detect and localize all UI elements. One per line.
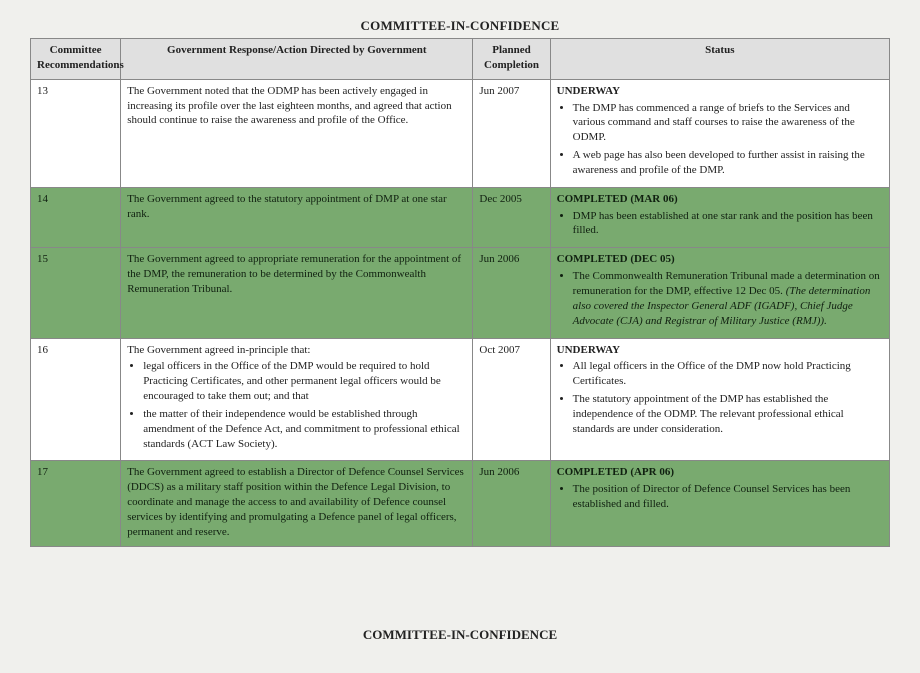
cell-status: COMPLETED (APR 06) The position of Direct… bbox=[550, 461, 889, 546]
recommendations-table: Committee Recommendations Government Res… bbox=[30, 38, 890, 547]
response-bullet: the matter of their independence would b… bbox=[143, 407, 466, 452]
cell-planned-completion: Oct 2007 bbox=[473, 338, 550, 461]
cell-recommendation-number: 15 bbox=[31, 248, 121, 338]
status-heading: COMPLETED (MAR 06) bbox=[557, 192, 883, 207]
status-bullet: A web page has also been developed to fu… bbox=[573, 148, 883, 178]
status-heading: UNDERWAY bbox=[557, 343, 883, 358]
status-bullet: The Commonwealth Remuneration Tribunal m… bbox=[573, 269, 883, 328]
col-header-planned: Planned Completion bbox=[473, 39, 550, 80]
cell-status: COMPLETED (DEC 05) The Commonwealth Remun… bbox=[550, 248, 889, 338]
cell-status: UNDERWAY The DMP has commenced a range of… bbox=[550, 79, 889, 187]
cell-status: COMPLETED (MAR 06) DMP has been establish… bbox=[550, 187, 889, 248]
cell-planned-completion: Jun 2006 bbox=[473, 248, 550, 338]
cell-recommendation-number: 14 bbox=[31, 187, 121, 248]
status-heading: COMPLETED (APR 06) bbox=[557, 465, 883, 480]
cell-response: The Government agreed in-principle that:… bbox=[121, 338, 473, 461]
status-bullet: The position of Director of Defence Coun… bbox=[573, 482, 883, 512]
table-row: 17The Government agreed to establish a D… bbox=[31, 461, 890, 546]
cell-response: The Government agreed to the statutory a… bbox=[121, 187, 473, 248]
cell-planned-completion: Jun 2006 bbox=[473, 461, 550, 546]
col-header-recommendations: Committee Recommendations bbox=[31, 39, 121, 80]
status-bullet: DMP has been established at one star ran… bbox=[573, 209, 883, 239]
status-bullet: The DMP has commenced a range of briefs … bbox=[573, 101, 883, 146]
cell-recommendation-number: 13 bbox=[31, 79, 121, 187]
cell-recommendation-number: 17 bbox=[31, 461, 121, 546]
cell-response: The Government noted that the ODMP has b… bbox=[121, 79, 473, 187]
table-row: 16The Government agreed in-principle tha… bbox=[31, 338, 890, 461]
col-header-response: Government Response/Action Directed by G… bbox=[121, 39, 473, 80]
page-title: COMMITTEE-IN-CONFIDENCE bbox=[30, 18, 890, 34]
status-heading: UNDERWAY bbox=[557, 84, 883, 99]
table-row: 13The Government noted that the ODMP has… bbox=[31, 79, 890, 187]
table-row: 15The Government agreed to appropriate r… bbox=[31, 248, 890, 338]
table-header-row: Committee Recommendations Government Res… bbox=[31, 39, 890, 80]
response-bullet: legal officers in the Office of the DMP … bbox=[143, 359, 466, 404]
status-heading: COMPLETED (DEC 05) bbox=[557, 252, 883, 267]
cell-response: The Government agreed to establish a Dir… bbox=[121, 461, 473, 546]
cell-recommendation-number: 16 bbox=[31, 338, 121, 461]
cell-status: UNDERWAYAll legal officers in the Office… bbox=[550, 338, 889, 461]
col-header-status: Status bbox=[550, 39, 889, 80]
page-footer: COMMITTEE-IN-CONFIDENCE bbox=[30, 627, 890, 643]
status-bullet: All legal officers in the Office of the … bbox=[573, 359, 883, 389]
cell-planned-completion: Jun 2007 bbox=[473, 79, 550, 187]
cell-response: The Government agreed to appropriate rem… bbox=[121, 248, 473, 338]
cell-planned-completion: Dec 2005 bbox=[473, 187, 550, 248]
table-row: 14The Government agreed to the statutory… bbox=[31, 187, 890, 248]
status-bullet: The statutory appointment of the DMP has… bbox=[573, 392, 883, 437]
